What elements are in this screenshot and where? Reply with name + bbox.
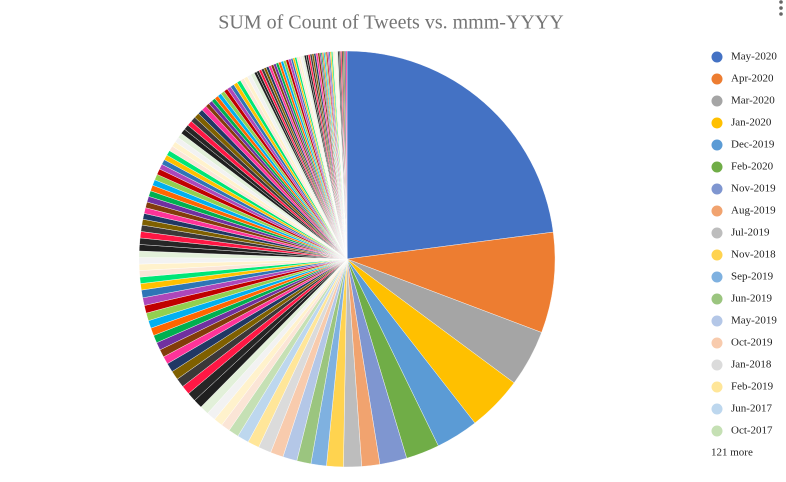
legend-label: Mar-2020 — [731, 95, 775, 107]
legend-swatch — [711, 95, 723, 107]
legend-label: Dec-2019 — [731, 139, 775, 151]
legend-swatch — [711, 337, 723, 349]
legend-label: Nov-2019 — [731, 183, 776, 195]
legend: May-2020 Apr-2020 Mar-2020 Jan-2020 Dec-2019… — [711, 51, 777, 459]
legend-swatch — [711, 205, 723, 217]
legend-swatch — [711, 161, 723, 173]
legend-label: Nov-2018 — [731, 249, 776, 261]
pie-slice — [346, 50, 554, 260]
legend-label: Aug-2019 — [731, 205, 776, 217]
legend-swatch — [711, 359, 723, 371]
legend-label: Jan-2020 — [731, 117, 772, 129]
legend-swatch — [711, 117, 723, 129]
legend-label: Oct-2017 — [731, 425, 773, 437]
menu-icon[interactable] — [779, 0, 783, 16]
legend-label: Feb-2020 — [731, 161, 774, 173]
legend-label: May-2020 — [731, 51, 777, 63]
legend-swatch — [711, 139, 723, 151]
menu-dot — [779, 0, 783, 4]
legend-label: May-2019 — [731, 315, 777, 327]
legend-swatch — [711, 271, 723, 283]
legend-label: Apr-2020 — [731, 73, 774, 85]
legend-label: Oct-2019 — [731, 337, 773, 349]
legend-more: 121 more — [711, 447, 753, 459]
pie-slice — [345, 50, 348, 260]
legend-label: Jun-2019 — [731, 293, 772, 305]
legend-swatch — [711, 73, 723, 85]
menu-dot — [779, 6, 783, 10]
legend-swatch — [711, 315, 723, 327]
legend-label: Sep-2019 — [731, 271, 774, 283]
legend-swatch — [711, 249, 723, 261]
pie — [138, 50, 556, 468]
legend-swatch — [711, 381, 723, 393]
legend-swatch — [711, 403, 723, 415]
menu-dot — [779, 12, 783, 16]
pie-slice — [346, 231, 556, 333]
legend-swatch — [711, 425, 723, 437]
legend-label: Jan-2018 — [731, 359, 772, 371]
legend-label: Jul-2019 — [731, 227, 770, 239]
legend-swatch — [711, 293, 723, 305]
legend-swatch — [711, 227, 723, 239]
legend-swatch — [711, 51, 723, 63]
chart-title: SUM of Count of Tweets vs. mmm-YYYY — [218, 12, 563, 34]
legend-swatch — [711, 183, 723, 195]
legend-label: Feb-2019 — [731, 381, 774, 393]
legend-label: Jun-2017 — [731, 403, 772, 415]
